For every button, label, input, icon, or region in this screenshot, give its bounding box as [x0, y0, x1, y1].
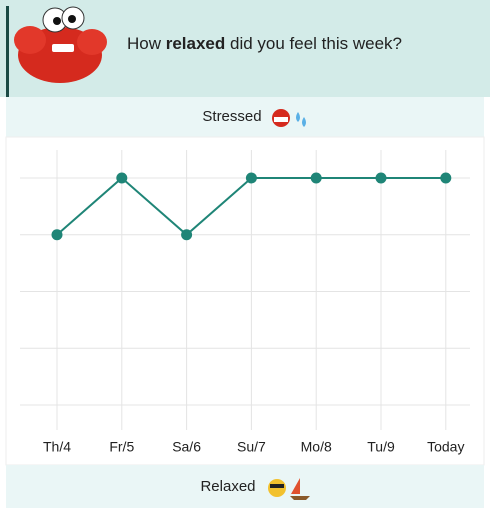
point — [310, 172, 322, 184]
stressed-emoji — [272, 109, 306, 127]
bottom-label: Relaxed — [200, 478, 255, 495]
x-tick-label: Tu/9 — [367, 439, 395, 455]
top-label: Stressed — [202, 108, 261, 125]
x-tick-label: Su/7 — [237, 439, 266, 455]
question: How relaxed did you feel this week? — [127, 34, 402, 53]
header-accent — [6, 6, 9, 97]
point — [375, 172, 387, 184]
plot-area — [5, 136, 485, 466]
x-tick-label: Today — [427, 439, 464, 455]
point — [181, 229, 193, 241]
x-tick-label: Th/4 — [43, 439, 71, 455]
question-text: How — [127, 34, 166, 53]
crab-icon — [14, 6, 107, 83]
point — [51, 229, 63, 241]
question-bold: relaxed — [166, 34, 226, 53]
x-tick-label: Fr/5 — [109, 439, 134, 455]
point — [116, 172, 128, 184]
top-band — [6, 97, 484, 137]
point — [245, 172, 257, 184]
question-text: did you feel this week? — [225, 34, 402, 53]
bottom-band — [6, 465, 484, 508]
point — [440, 172, 452, 184]
x-tick-label: Sa/6 — [172, 439, 201, 455]
x-tick-label: Mo/8 — [301, 439, 332, 455]
relaxed-emoji — [268, 478, 310, 500]
